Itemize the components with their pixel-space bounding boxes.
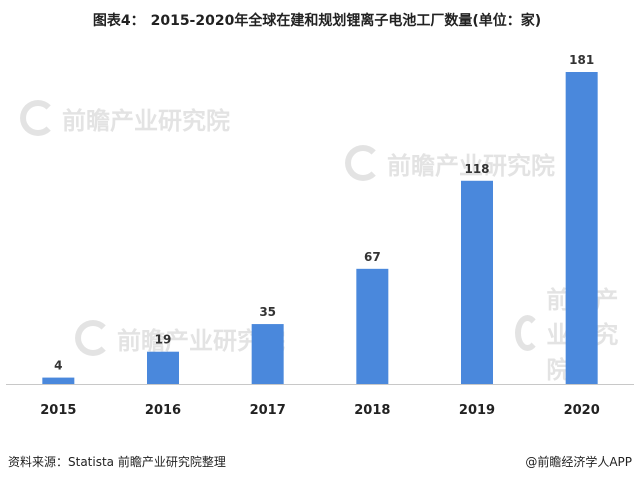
x-tick-label-2016: 2016 [145, 403, 181, 418]
data-label-2019: 118 [464, 162, 489, 176]
source-note: 资料来源：Statista 前瞻产业研究院整理 [8, 455, 226, 469]
x-tick-label-2015: 2015 [40, 403, 76, 418]
x-tick-label-2020: 2020 [564, 403, 600, 418]
figure-number: 图表4： [92, 13, 145, 29]
chart-title: 图表4： 2015-2020年全球在建和规划锂离子电池工厂数量(单位：家) [0, 10, 640, 30]
bar-chart: 4 2015 19 2016 35 2017 67 2018 118 2019 181 2020 [6, 53, 634, 418]
data-label-2016: 19 [155, 333, 172, 347]
bar-2016 [147, 351, 179, 385]
title-text: 2015-2020年全球在建和规划锂离子电池工厂数量(单位：家) [150, 13, 542, 29]
bar-2018 [356, 268, 389, 385]
x-tick-label-2018: 2018 [354, 403, 390, 418]
credit-note: @前瞻经济学人APP [525, 455, 632, 469]
data-label-2017: 35 [259, 305, 276, 319]
data-label-2020: 181 [569, 53, 594, 67]
data-label-2015: 4 [54, 359, 62, 373]
bar-2015 [42, 377, 75, 385]
x-tick-label-2017: 2017 [250, 403, 286, 418]
bar-2017 [251, 324, 284, 385]
bar-2019 [461, 180, 493, 385]
data-label-2018: 67 [364, 250, 381, 264]
x-tick-label-2019: 2019 [459, 403, 495, 418]
bar-2020 [565, 72, 598, 385]
